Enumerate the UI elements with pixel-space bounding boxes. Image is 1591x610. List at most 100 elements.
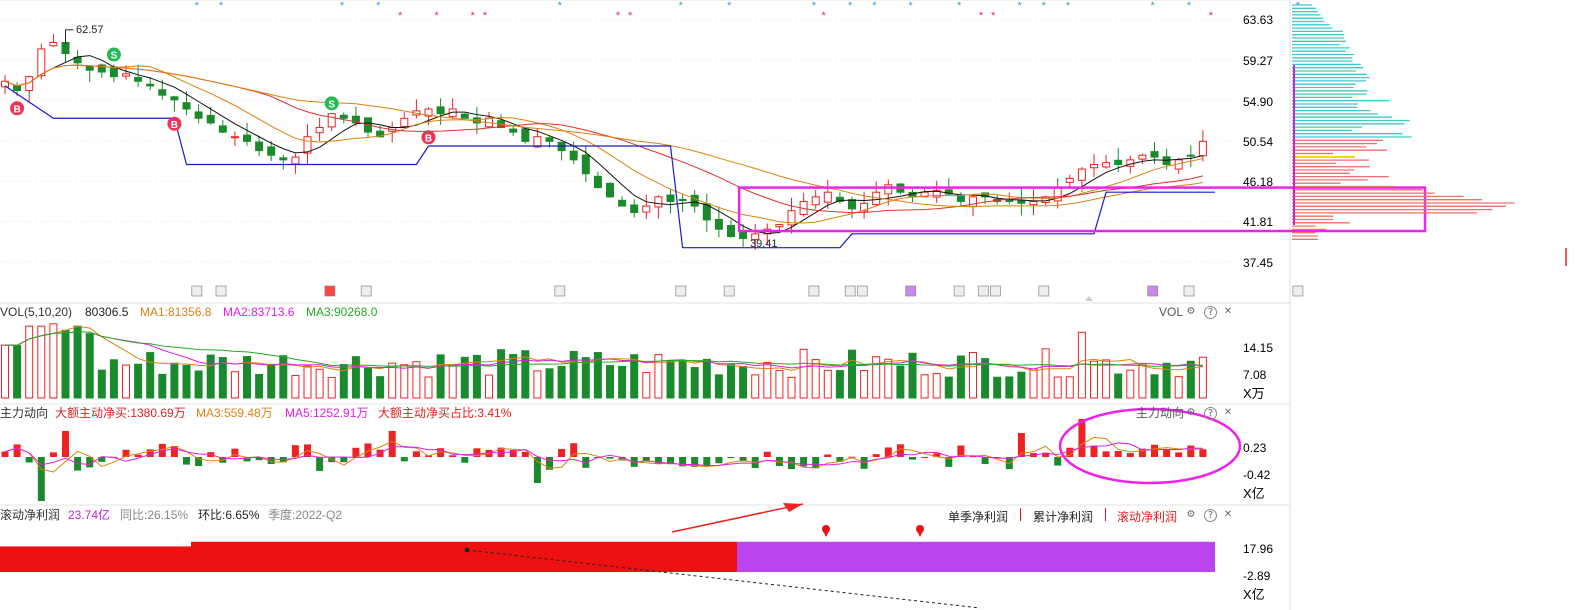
candle-body [630,204,639,214]
candle-body [666,194,675,202]
vol-ma2-label: MA2:83713.6 [223,305,295,319]
tab-cumulative-profit[interactable]: 累计净利润 [1033,510,1094,524]
vol-unit: X万 [1243,386,1265,401]
flow-bar [896,444,904,457]
candle-body [1138,154,1147,160]
vol-help-icon[interactable]: ? [1204,306,1217,319]
tab-rolling-profit[interactable]: 滚动净利润 [1117,510,1178,524]
volume-bar [872,356,881,399]
flow-bar [231,448,239,457]
flow-bar [921,456,929,458]
volume-bar [521,350,530,399]
candle-body [400,117,409,128]
volume-bar [908,352,917,399]
volume-bar [364,367,372,399]
volume-bar [1126,369,1135,399]
event-star-icon: * [957,0,962,12]
flow-bar [1175,452,1183,457]
volume-bar [279,355,288,399]
event-badge-icon [1183,285,1195,297]
profit-bar [737,541,1215,572]
candle-body [1029,200,1038,206]
flow-bar [13,444,21,457]
tab-single-quarter-profit[interactable]: 单季净利润 [948,510,1009,524]
buy-signal-marker [10,101,25,116]
profit-quarter: 季度:2022-Q2 [268,508,343,522]
flow-bar [1,451,9,457]
candle-body [835,196,844,202]
buy-signal-letter: B [13,104,20,115]
flow-bar [86,457,94,468]
price-tick-2: 59.27 [1243,54,1274,68]
flow-bar [667,457,674,465]
annotation-arrow-line [671,503,804,533]
candle-body [606,182,614,198]
flow-bar [703,457,711,467]
event-star-icon: * [1151,0,1156,12]
flow-label-ma3: MA3:559.48万 [196,406,273,420]
vol-title: VOL(5,10,20) [0,305,73,319]
volume-bar [158,373,167,399]
volume-bar [823,369,832,399]
candle-body [303,136,312,154]
volume-bar [739,366,748,399]
volume-bar [13,344,22,399]
volume-bar [1090,360,1098,399]
flow-bar [1017,433,1025,457]
profit-unit: X亿 [1243,587,1265,602]
flow-bar [1078,419,1086,457]
volume-bar [860,370,869,399]
flow-bar [183,457,190,465]
volume-bar [702,358,711,399]
volume-bar [1114,373,1123,399]
event-star-icon: * [434,10,439,22]
annotation-dotted-line [466,549,981,609]
vol-close-icon[interactable]: ✕ [1223,306,1233,317]
volume-bar [993,376,1002,399]
vol-settings-icon[interactable]: ⚙ [1186,306,1196,317]
profit-close-icon[interactable]: ✕ [1223,509,1233,520]
candle-body [85,65,94,71]
volume-bar [472,354,481,399]
flow-help-icon[interactable]: ? [1204,407,1217,420]
event-star-icon: * [1296,0,1301,12]
volume-bar [1162,362,1171,399]
volume-bar [448,364,457,399]
flow-bar [993,457,1001,458]
candle-body [509,128,518,133]
flow-label-ma5: MA5:1252.91万 [285,406,369,420]
profit-value: 23.74亿 [68,508,111,522]
flow-close-icon[interactable]: ✕ [1223,407,1233,418]
volume-bar [339,364,348,399]
flow-bar [509,450,517,457]
price-ma-line [4,64,1204,224]
event-star-icon: * [471,10,476,22]
profit-bar [191,541,737,572]
price-tick-6: 41.81 [1243,215,1274,229]
volume-bar [485,374,493,399]
candle-body [848,199,856,210]
candle-body [654,196,663,208]
flow-bar [400,457,408,462]
flow-bar [884,447,892,457]
vol-ma3-label: MA3:90268.0 [306,305,378,319]
flow-settings-icon[interactable]: ⚙ [1186,407,1196,418]
volume-bar [727,364,735,399]
volume-bar [835,370,844,399]
volume-bar [351,356,360,399]
flow-bar [352,447,360,457]
volume-bar [97,369,106,399]
volume-bar [230,371,239,399]
profit-help-icon[interactable]: ? [1204,509,1217,522]
volume-bar [109,359,118,399]
flow-label-net-buy: 大额主动净买:1380.69万 [55,406,186,420]
volume-bar [932,373,941,399]
candle-body [255,141,264,152]
flow-bar [715,457,723,464]
vol-ma1-label: MA1:81356.8 [140,305,212,319]
event-star-icon: * [376,0,381,12]
profit-settings-icon[interactable]: ⚙ [1186,509,1196,520]
flow-bar [388,431,396,457]
volume-bar [787,376,796,399]
flow-bar [449,455,457,457]
